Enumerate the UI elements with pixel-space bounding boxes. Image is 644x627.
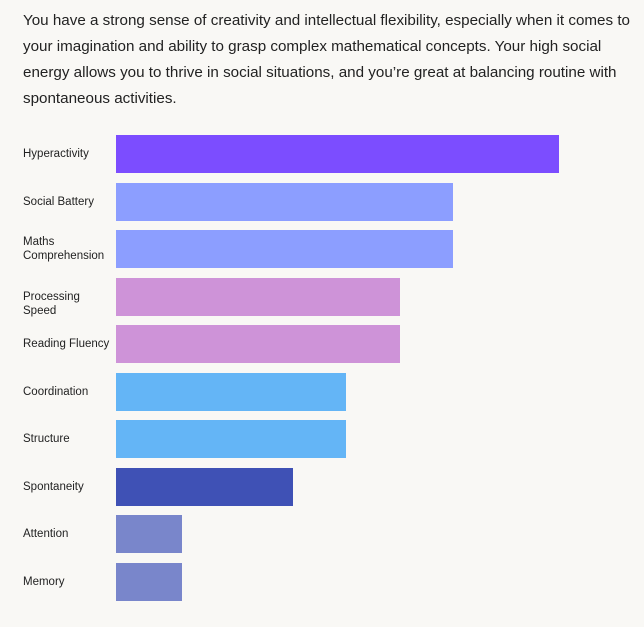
category-label: Attention: [23, 528, 69, 540]
category-label: Memory: [23, 575, 65, 588]
category-label: Social Battery: [23, 195, 94, 208]
category-label: Hyperactivity: [23, 148, 89, 160]
bar-social-battery: [116, 182, 453, 221]
bar-structure: [116, 420, 347, 458]
category-label: Coordination: [23, 385, 89, 398]
bar-coordination: [116, 372, 347, 411]
personality-description: You have a strong sense of creativity an…: [23, 12, 630, 107]
bar-spontaneity: [116, 467, 294, 506]
category-label: Processing Speed: [23, 290, 80, 317]
bar-maths-comprehension: [116, 230, 453, 268]
bar-hyperactivity: [116, 135, 559, 173]
category-label: Maths Comprehension: [23, 236, 105, 262]
category-label: Reading Fluency: [23, 338, 110, 350]
category-label: Structure: [23, 433, 70, 445]
bar-attention: [116, 515, 183, 553]
category-label: Spontaneity: [23, 480, 84, 493]
bar-processing-speed: [116, 277, 400, 316]
bar-memory: [116, 562, 183, 601]
bar-reading-fluency: [116, 325, 400, 363]
